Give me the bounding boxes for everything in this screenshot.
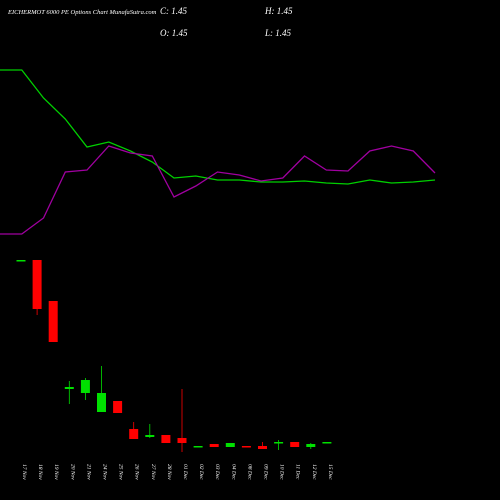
candle-body	[193, 446, 203, 448]
x-tick-label: 04 Dec	[230, 464, 237, 480]
candle-body	[16, 260, 26, 262]
candle-body	[64, 387, 74, 389]
candle-body	[145, 435, 155, 437]
x-tick-label: 17 Nov	[21, 464, 27, 480]
high-label: H: 1.45	[264, 6, 293, 16]
low-label: L: 1.45	[264, 28, 292, 38]
x-tick-label: 20 Nov	[69, 464, 75, 480]
candle-body	[32, 260, 42, 309]
x-tick-label: 27 Nov	[150, 464, 156, 480]
candle-body	[290, 442, 300, 447]
candle-body	[48, 301, 58, 342]
candle-body	[161, 435, 171, 443]
candle-body	[274, 442, 284, 444]
x-tick-label: 19 Nov	[53, 464, 59, 480]
x-tick-label: 11 Dec	[295, 464, 301, 480]
x-tick-label: 26 Nov	[134, 464, 140, 480]
candle-body	[80, 380, 90, 393]
x-tick-label: 01 Dec	[182, 464, 188, 480]
x-tick-label: 28 Nov	[166, 464, 172, 480]
x-tick-label: 03 Dec	[214, 464, 220, 480]
candle-body	[306, 444, 316, 447]
line-series	[0, 145, 436, 235]
x-tick-label: 21 Nov	[85, 464, 91, 480]
x-tick-label: 12 Dec	[311, 464, 317, 480]
candle-body	[113, 401, 123, 413]
chart-title: EICHERMOT 6000 PE Options Chart MunafaSu…	[7, 9, 157, 16]
close-label: C: 1.45	[160, 6, 188, 16]
candle-body	[129, 429, 139, 439]
candle-body	[258, 446, 267, 449]
candle-body	[97, 393, 106, 412]
candle-body	[177, 438, 187, 443]
x-tick-label: 18 Nov	[37, 464, 43, 480]
open-label: O: 1.45	[160, 28, 188, 38]
candle-body	[225, 443, 235, 447]
x-tick-label: 02 Dec	[198, 464, 204, 480]
line-series	[0, 69, 436, 185]
x-tick-label: 09 Dec	[263, 464, 269, 480]
x-tick-label: 25 Nov	[118, 464, 124, 480]
x-tick-label: 08 Dec	[246, 464, 252, 480]
candle-body	[241, 446, 251, 448]
x-tick-label: 24 Nov	[102, 464, 109, 480]
candle-body	[209, 444, 219, 447]
x-tick-label: 15 Dec	[327, 464, 333, 480]
x-tick-label: 10 Dec	[279, 464, 285, 480]
candle-body	[322, 442, 332, 444]
